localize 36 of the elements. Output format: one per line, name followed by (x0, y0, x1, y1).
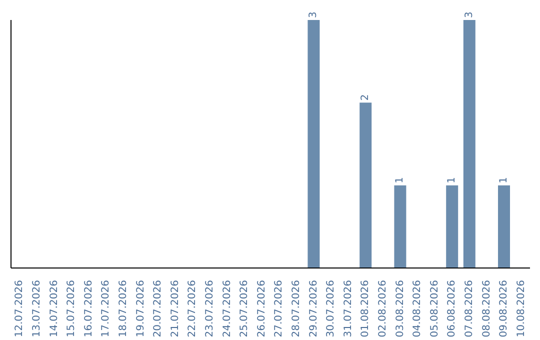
x-tick-label: 31.07.2026 (342, 280, 354, 338)
x-tick-label: 27.07.2026 (274, 280, 285, 338)
x-tick-label: 25.07.2026 (239, 280, 250, 338)
x-tick-label: 05.08.2026 (429, 280, 440, 338)
x-tick-label: 26.07.2026 (256, 280, 268, 338)
x-tick-label: 18.07.2026 (118, 280, 129, 338)
x-tick-label: 15.07.2026 (66, 280, 78, 338)
x-tick-label: 19.07.2026 (135, 280, 146, 338)
x-tick-label: 08.08.2026 (481, 280, 492, 338)
x-tick-label: 13.07.2026 (31, 280, 42, 338)
x-tick-label: 10.08.2026 (516, 280, 527, 338)
x-tick-label: 03.08.2026 (394, 280, 406, 338)
data-label: 1 (446, 176, 458, 184)
x-tick-label: 02.08.2026 (377, 280, 388, 338)
x-tick-label: 04.08.2026 (412, 280, 424, 338)
x-tick-label: 29.07.2026 (308, 280, 320, 338)
data-label: 1 (498, 176, 510, 184)
x-tick-label: 06.08.2026 (446, 280, 458, 338)
data-label: 3 (308, 12, 320, 18)
x-tick-label: 16.07.2026 (83, 280, 94, 338)
x-tick-label: 21.07.2026 (170, 280, 181, 338)
data-label: 1 (394, 176, 406, 184)
data-label: 2 (360, 94, 372, 101)
data-label: 3 (464, 12, 475, 18)
x-tick-label: 24.07.2026 (222, 280, 233, 338)
x-tick-label: 22.07.2026 (187, 280, 198, 338)
x-tick-label: 28.07.2026 (290, 280, 302, 338)
x-tick-label: 12.07.2026 (14, 280, 26, 338)
x-tick-label: 07.08.2026 (464, 280, 475, 338)
x-tick-label: 20.07.2026 (152, 280, 164, 338)
x-tick-label: 23.07.2026 (204, 280, 216, 338)
x-tick-label: 09.08.2026 (498, 280, 510, 338)
x-tick-label: 17.07.2026 (100, 280, 112, 338)
x-tick-label: 01.08.2026 (360, 280, 372, 338)
x-tick-label: 30.07.2026 (326, 280, 337, 338)
x-tick-label: 14.07.2026 (48, 280, 60, 338)
